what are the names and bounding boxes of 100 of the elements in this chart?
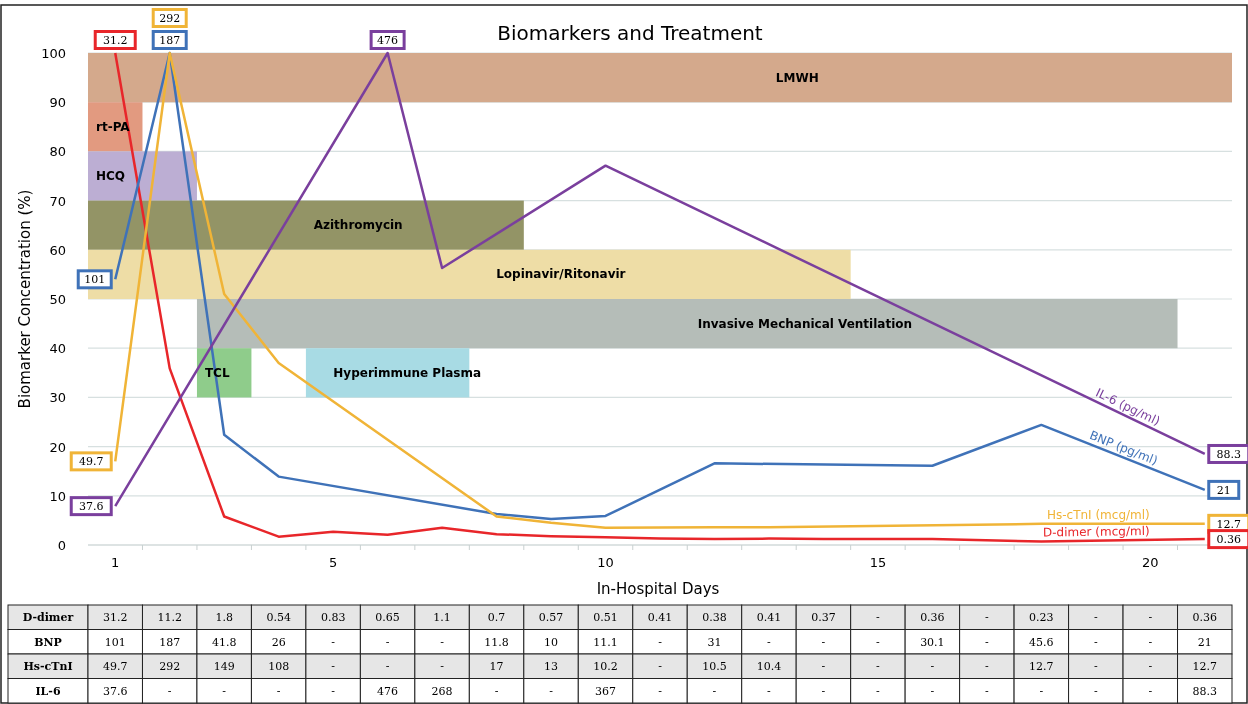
y-tick-label: 70 <box>49 193 66 209</box>
band-label: HCQ <box>96 169 126 183</box>
y-tick-label: 50 <box>49 292 66 307</box>
annotation: 292 <box>159 12 181 25</box>
text: - <box>876 684 881 698</box>
band-label: Hyperimmune Plasma <box>333 365 482 380</box>
text: 0.41 <box>647 611 673 624</box>
y-tick-label: 20 <box>49 439 66 455</box>
text: - <box>712 684 717 698</box>
text: - <box>876 635 881 649</box>
annotation: 476 <box>377 34 399 47</box>
y-tick-label: 60 <box>49 242 66 258</box>
text: - <box>167 684 172 698</box>
text: D-dimer <box>22 611 74 624</box>
text: 0.36 <box>920 611 945 624</box>
annotation: 101 <box>84 273 106 287</box>
text: 0.65 <box>375 611 400 624</box>
text: - <box>1039 684 1044 698</box>
annotation: 31.2 <box>102 34 128 47</box>
band-label: Invasive Mechanical Ventilation <box>697 316 913 331</box>
text: - <box>658 635 663 649</box>
text: 1.1 <box>433 611 451 624</box>
annotation: 187 <box>159 34 181 47</box>
text: - <box>1093 635 1098 649</box>
text: 292 <box>159 660 181 673</box>
text: 17 <box>489 660 504 673</box>
text: 108 <box>268 660 290 673</box>
text: 187 <box>159 635 181 649</box>
text: 12.7 <box>1192 660 1218 673</box>
text: - <box>930 660 935 673</box>
x-tick-label: 5 <box>329 555 338 570</box>
text: - <box>876 660 881 673</box>
text: - <box>222 684 227 698</box>
text: 37.6 <box>102 684 128 698</box>
band-label: rt-PA <box>96 119 131 134</box>
text: 45.6 <box>1029 635 1054 649</box>
text: 11.2 <box>157 611 182 624</box>
text: 12.7 <box>1029 660 1054 673</box>
text: - <box>440 635 445 649</box>
text: 11.1 <box>593 635 618 649</box>
text: 0.41 <box>756 611 782 624</box>
text: - <box>930 684 935 698</box>
text: - <box>821 684 826 698</box>
text: - <box>1148 611 1153 624</box>
text: - <box>876 611 881 624</box>
text: - <box>1093 660 1098 673</box>
text: BNP <box>34 635 62 649</box>
text: 0.83 <box>320 611 346 624</box>
annotation: 88.3 <box>1216 447 1242 461</box>
chart-title: Biomarkers and Treatment <box>497 21 763 45</box>
y-tick-label: 40 <box>49 341 66 357</box>
text: 268 <box>431 684 453 698</box>
y-tick-label: 30 <box>49 390 66 406</box>
x-axis-title: In-Hospital Days <box>596 580 720 598</box>
text: 0.36 <box>1192 611 1218 624</box>
text: - <box>549 684 554 698</box>
text: - <box>767 684 772 698</box>
text: Hs-cTnI <box>23 660 73 673</box>
x-tick-label: 10 <box>597 555 614 570</box>
x-tick-label: 20 <box>1142 555 1159 570</box>
text: 0.23 <box>1029 611 1054 624</box>
series-label: Hs-cTnI (mcg/ml) <box>1046 507 1150 522</box>
annotation: 49.7 <box>78 455 104 469</box>
text: - <box>1148 684 1153 698</box>
text: 10 <box>544 635 559 649</box>
series-label: D-dimer (mcg/ml) <box>1042 523 1150 540</box>
text: 49.7 <box>102 660 128 673</box>
annotation: 21 <box>1216 483 1231 497</box>
text: 31 <box>707 635 722 649</box>
text: 149 <box>213 660 235 673</box>
text: 0.38 <box>702 611 727 624</box>
text: 21 <box>1197 635 1212 649</box>
text: - <box>658 660 663 673</box>
text: 101 <box>104 635 126 649</box>
y-tick-label: 100 <box>41 46 66 61</box>
text: - <box>658 684 663 698</box>
band-label: LMWH <box>775 70 819 85</box>
band-label: Lopinavir/Ritonavir <box>496 267 626 282</box>
text: 0.54 <box>266 611 291 624</box>
y-tick-label: 80 <box>49 144 66 160</box>
text: 30.1 <box>920 635 945 649</box>
text: - <box>985 611 989 624</box>
band-label: TCL <box>204 365 230 380</box>
text: 31.2 <box>102 611 128 624</box>
text: 367 <box>595 684 617 698</box>
text: 0.37 <box>811 611 836 624</box>
text: 11.8 <box>484 635 509 649</box>
text: - <box>1148 660 1153 673</box>
text: 10.5 <box>702 660 727 673</box>
text: - <box>767 635 772 649</box>
x-tick-label: 1 <box>111 555 120 570</box>
y-tick-label: 10 <box>49 488 66 504</box>
text: 476 <box>377 684 399 698</box>
band-label: Azithromycin <box>313 218 403 233</box>
x-tick-label: 15 <box>869 555 887 570</box>
text: IL-6 <box>35 684 61 698</box>
text: - <box>985 660 989 673</box>
y-tick-label: 0 <box>57 538 66 553</box>
text: - <box>494 684 499 698</box>
text: - <box>1093 611 1098 624</box>
